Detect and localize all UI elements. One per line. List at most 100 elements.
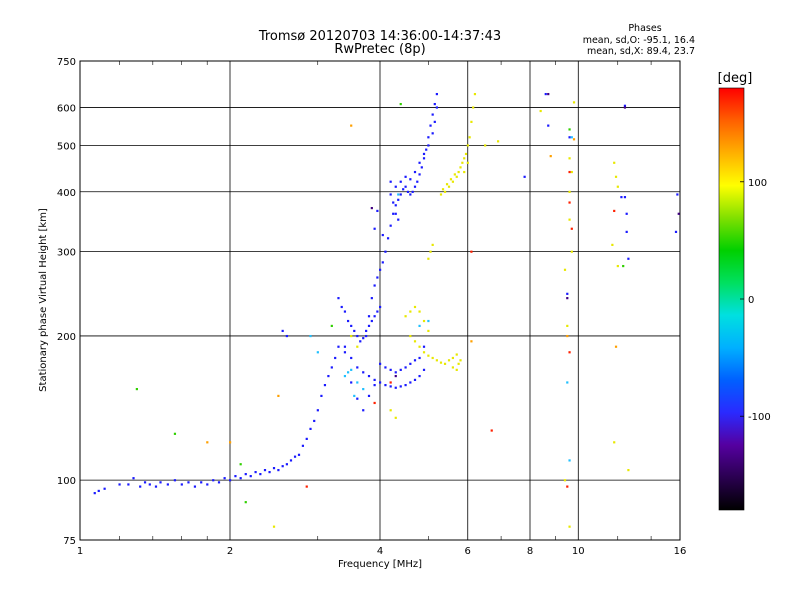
y-tick-label: 750: [57, 57, 76, 68]
data-point: [343, 351, 347, 354]
data-point: [449, 178, 453, 181]
data-point: [313, 419, 316, 423]
data-point: [627, 257, 630, 260]
x-axis-ticks: 1 2 4 6 8 10 16: [77, 61, 686, 557]
data-point: [451, 366, 455, 369]
data-point: [429, 124, 432, 127]
data-point: [464, 152, 468, 156]
data-point: [433, 102, 436, 106]
chart-title: Tromsø 20120703 14:36:00-14:37:43: [258, 29, 501, 44]
data-point: [309, 334, 312, 338]
data-point: [397, 198, 400, 201]
data-point: [425, 148, 428, 151]
data-point: [616, 185, 619, 188]
data-point: [418, 356, 421, 360]
data-point: [570, 170, 573, 174]
data-point: [330, 324, 333, 328]
data-point: [413, 170, 417, 174]
data-point: [154, 485, 158, 488]
data-point: [427, 319, 430, 323]
data-point: [234, 475, 237, 478]
data-point: [320, 394, 323, 398]
data-point: [103, 487, 106, 490]
data-point: [244, 501, 247, 504]
stats-x-mode: mean, sd,X: 89.4, 23.7: [587, 46, 695, 57]
data-point: [418, 374, 421, 378]
colorbar-ticks: 100 0 -100: [740, 178, 771, 423]
data-point: [353, 329, 356, 333]
data-point: [470, 340, 473, 343]
data-point: [389, 409, 392, 412]
data-point: [379, 305, 382, 309]
y-tick-label: 600: [57, 103, 76, 114]
y-axis-label: Stationary phase Virtual Height [km]: [38, 208, 49, 392]
data-point: [362, 409, 365, 412]
data-point: [568, 459, 571, 462]
data-point: [193, 485, 197, 488]
data-point: [625, 212, 628, 215]
data-point: [466, 144, 469, 147]
data-point: [455, 353, 458, 356]
data-point: [367, 374, 371, 378]
data-point: [566, 381, 569, 384]
x-tick-label: 2: [227, 546, 233, 557]
data-point: [356, 334, 359, 338]
data-point: [568, 157, 571, 160]
data-point: [223, 477, 226, 480]
y-tick-label: 300: [57, 248, 76, 259]
data-point: [431, 132, 434, 135]
y-tick-label: 400: [57, 188, 76, 199]
data-point: [677, 212, 680, 215]
data-point: [389, 368, 392, 371]
data-point: [613, 209, 616, 213]
data-point: [427, 144, 430, 147]
data-point: [422, 345, 426, 348]
data-point: [394, 185, 397, 188]
data-point: [309, 427, 312, 430]
data-point: [570, 250, 573, 253]
data-point: [409, 178, 412, 181]
data-point: [473, 92, 477, 96]
data-point: [416, 180, 419, 183]
data-point: [568, 351, 571, 354]
data-point: [373, 384, 376, 387]
colorbar-label: [deg]: [718, 71, 753, 86]
data-point: [206, 483, 209, 486]
data-point: [422, 152, 426, 156]
data-point: [614, 175, 618, 178]
data-point: [343, 310, 347, 313]
data-point: [566, 324, 569, 328]
data-point: [433, 120, 436, 123]
data-point: [447, 359, 451, 362]
data-point: [418, 345, 421, 348]
data-point: [470, 120, 473, 123]
data-point: [431, 243, 434, 246]
data-point: [127, 483, 130, 486]
data-point: [367, 315, 371, 318]
data-point: [472, 106, 475, 109]
data-point: [457, 170, 460, 174]
data-point: [381, 261, 384, 264]
data-point: [435, 359, 438, 362]
data-point: [563, 268, 567, 271]
x-tick-label: 10: [572, 546, 585, 557]
data-point: [93, 492, 96, 495]
data-point: [229, 441, 232, 444]
data-point: [381, 233, 384, 237]
data-point: [350, 324, 353, 328]
data-point: [625, 230, 628, 233]
data-point: [132, 477, 135, 480]
data-point: [249, 475, 252, 478]
data-point: [376, 209, 379, 213]
chart-subtitle: RwPretec (8p): [334, 42, 425, 57]
data-point: [394, 416, 397, 419]
data-point: [356, 345, 359, 348]
data-point: [547, 92, 550, 96]
data-point: [367, 394, 371, 398]
data-point: [259, 473, 262, 476]
data-point: [281, 465, 284, 468]
grid-lines: [80, 61, 680, 540]
data-point: [463, 157, 466, 160]
data-point: [379, 381, 382, 384]
data-point: [365, 329, 368, 333]
